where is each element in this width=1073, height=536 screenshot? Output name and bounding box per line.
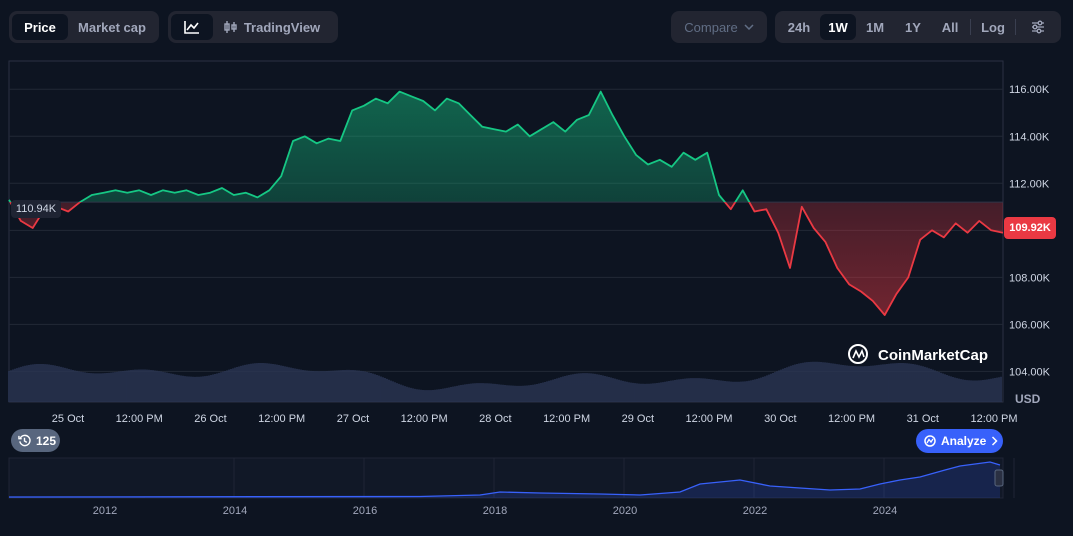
navigator-line [8, 461, 1001, 498]
price-area [8, 90, 1004, 316]
currency-label: USD [1015, 392, 1041, 406]
x-tick-label: 12:00 PM [401, 413, 448, 425]
candlestick-icon [224, 21, 237, 33]
price-tab[interactable]: Price [12, 14, 68, 40]
x-tick-label: 27 Oct [337, 413, 369, 425]
range-selector: 24h 1W 1M 1Y All Log [775, 11, 1061, 43]
y-tick-label: 104.00K [1009, 366, 1051, 378]
chart-type-toggle: TradingView [168, 11, 338, 43]
y-tick-label: 112.00K [1009, 178, 1050, 190]
compare-dropdown[interactable]: Compare [671, 11, 767, 43]
line-chart-button[interactable] [171, 14, 213, 40]
reference-price-badge: 110.94K [11, 200, 61, 218]
range-24h[interactable]: 24h [787, 19, 811, 35]
x-tick-label: 12:00 PM [116, 413, 163, 425]
view-toggle: Price Market cap [9, 11, 159, 43]
x-tick-label: 12:00 PM [543, 413, 590, 425]
x-axis: 25 Oct 12:00 PM 26 Oct 12:00 PM 27 Oct 12:00 … [52, 413, 1018, 425]
coinmarketcap-logo-icon [848, 344, 868, 364]
chevron-down-icon [744, 24, 754, 30]
volume-bar [8, 361, 1002, 402]
analyze-button[interactable]: Analyze [916, 429, 1003, 453]
x-tick-label: 28 Oct [479, 413, 511, 425]
range-all[interactable]: All [941, 19, 959, 35]
navigator-tick-label: 2018 [483, 505, 507, 517]
navigator-tick-label: 2014 [223, 505, 247, 517]
current-price-badge: 109.92K [1004, 217, 1056, 239]
price-line-down [9, 202, 1004, 316]
tradingview-label: TradingView [243, 19, 321, 35]
y-tick-label: 114.00K [1009, 131, 1050, 143]
history-count: 125 [36, 433, 57, 448]
x-tick-label: 31 Oct [907, 413, 939, 425]
x-tick-label: 29 Oct [622, 413, 654, 425]
chevron-right-icon [992, 436, 998, 446]
coinmarketcap-watermark: CoinMarketCap [848, 344, 988, 364]
navigator-frame [8, 457, 1004, 499]
x-tick-label: 12:00 PM [258, 413, 305, 425]
sliders-icon [1032, 20, 1044, 34]
market-cap-tab[interactable]: Market cap [78, 19, 146, 35]
volume-bars [8, 361, 1002, 402]
y-tick-label: 116.00K [1009, 84, 1050, 96]
toolbar-divider [970, 19, 971, 35]
x-tick-label: 30 Oct [764, 413, 796, 425]
line-chart-icon [184, 21, 199, 34]
x-tick-label: 12:00 PM [970, 413, 1017, 425]
compare-label: Compare [684, 19, 738, 35]
log-scale-button[interactable]: Log [981, 19, 1005, 35]
navigator-tick-label: 2022 [743, 505, 767, 517]
y-tick-label: 106.00K [1009, 319, 1051, 331]
y-tick-label: 108.00K [1009, 272, 1051, 284]
settings-button[interactable] [1018, 14, 1058, 40]
watermark-text: CoinMarketCap [878, 347, 988, 364]
analyze-icon [924, 435, 936, 447]
navigator-tick-label: 2024 [873, 505, 897, 517]
navigator-tick-label: 2016 [353, 505, 377, 517]
price-line-up [8, 90, 751, 203]
navigator-area [9, 462, 1000, 498]
navigator[interactable]: 2012 2014 2016 2018 2020 2022 2024 [8, 457, 1015, 517]
range-1m[interactable]: 1M [865, 19, 885, 35]
tradingview-button[interactable]: TradingView [213, 14, 331, 40]
navigator-tick-label: 2020 [613, 505, 637, 517]
toolbar-divider [1015, 19, 1016, 35]
history-badge[interactable]: 125 [11, 429, 60, 452]
x-tick-label: 26 Oct [194, 413, 226, 425]
x-tick-label: 25 Oct [52, 413, 84, 425]
area-below-baseline [10, 202, 1003, 315]
analyze-label: Analyze [941, 434, 987, 448]
history-icon [18, 434, 31, 447]
navigator-handle [994, 469, 1004, 487]
x-tick-label: 12:00 PM [828, 413, 875, 425]
x-tick-label: 12:00 PM [686, 413, 733, 425]
navigator-tick-label: 2012 [93, 505, 117, 517]
area-above-baseline [9, 91, 1003, 203]
range-1y[interactable]: 1Y [905, 19, 921, 35]
range-1w[interactable]: 1W [820, 14, 856, 40]
